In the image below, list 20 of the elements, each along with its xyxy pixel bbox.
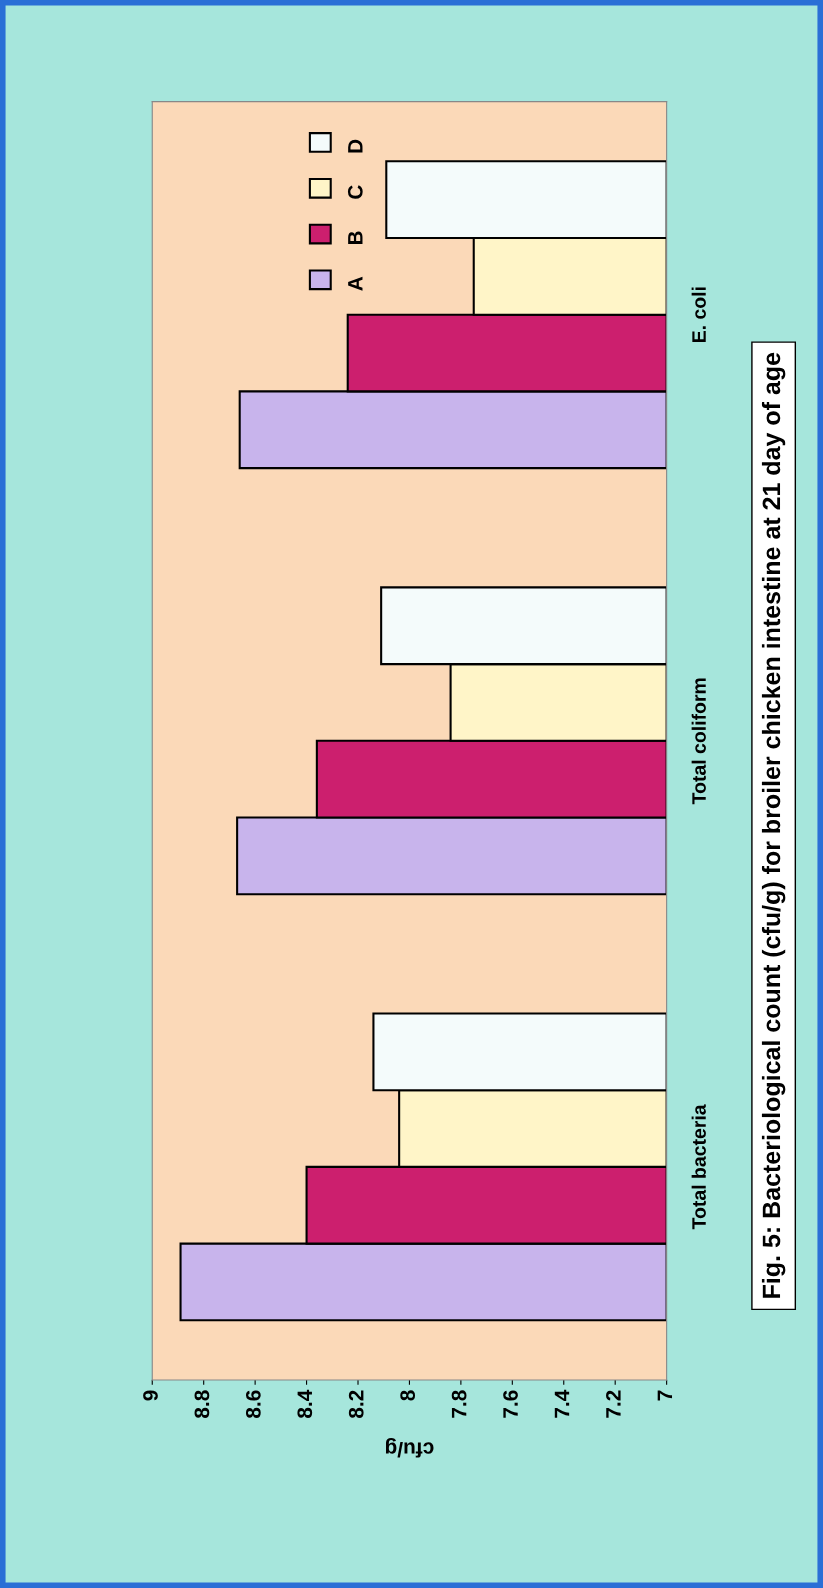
legend-label: C [347, 185, 363, 199]
y-tick-label: Total coliform [691, 678, 706, 805]
x-tick-label: 9 [143, 1390, 158, 1401]
y-tick-label: Total bacteria [691, 1104, 706, 1230]
legend-label: A [348, 276, 363, 291]
x-tick-label: 7.8 [451, 1390, 467, 1418]
x-tick-label: 7.4 [554, 1389, 570, 1418]
legend-label: D [348, 139, 363, 153]
x-tick-label: 8.2 [348, 1390, 364, 1418]
y-tick-label: E. coli [691, 287, 706, 343]
x-tick-label: 8.4 [297, 1389, 313, 1418]
legend-label: B [348, 231, 363, 245]
x-tick-label: 7.6 [503, 1390, 518, 1418]
text: Fig. 5: Bacteriological count (cfu/g) for broiler chicken intestine at 21 day of age [761, 352, 786, 1298]
x-axis-title: cfu/g [385, 1438, 434, 1458]
x-tick-label: 8.8 [194, 1390, 210, 1418]
x-tick-label: 8 [400, 1390, 416, 1401]
x-tick-label: 7 [657, 1390, 673, 1401]
x-tick-label: 8.6 [245, 1390, 261, 1418]
x-tick-label: 7.2 [606, 1390, 621, 1418]
